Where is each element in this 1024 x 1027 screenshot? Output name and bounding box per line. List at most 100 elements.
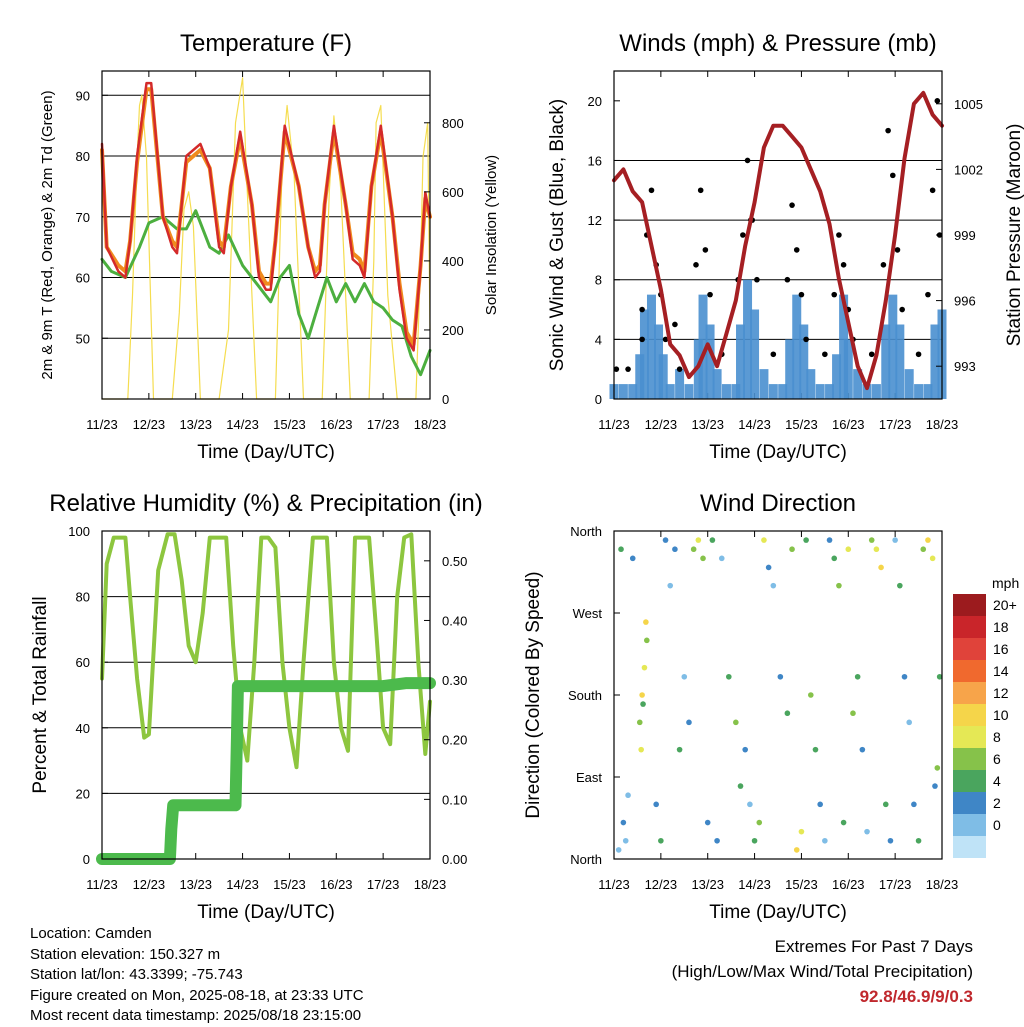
direction-point	[836, 582, 842, 589]
direction-point	[681, 673, 688, 680]
gust-point	[822, 351, 828, 358]
plot-frame	[613, 530, 943, 860]
gust-point	[929, 187, 936, 194]
gust-point	[880, 262, 887, 268]
legend-swatch	[953, 748, 986, 770]
x-tick-label: 16/23	[320, 877, 353, 892]
direction-point	[714, 837, 720, 844]
station-info: Location: Camden Station elevation: 150.…	[30, 924, 364, 1027]
legend-swatch	[953, 616, 986, 638]
x-tick-label: 11/23	[598, 417, 630, 432]
direction-point	[864, 828, 870, 835]
direction-point	[798, 828, 805, 835]
direction-point	[808, 692, 814, 698]
y-tick-label: South	[568, 688, 602, 703]
gust-point	[840, 262, 847, 268]
chart-title: Relative Humidity (%) & Precipitation (i…	[49, 490, 482, 517]
gust-point	[676, 366, 683, 372]
direction-point	[718, 555, 725, 562]
wind-direction-panel: 11/23 12/23 13/23 14/23 15/23 16/23 17/23 18/23…	[523, 490, 958, 923]
x-tick-label: 14/23	[226, 877, 259, 892]
gust-point	[915, 351, 922, 358]
y-tick-label: 80	[76, 149, 90, 164]
direction-point	[826, 537, 833, 543]
direction-point	[644, 637, 650, 644]
x-tick-label: 16/23	[832, 877, 865, 892]
direction-point	[747, 801, 753, 808]
x-tick-label: 18/23	[414, 877, 447, 892]
legend-label: 18	[993, 619, 1009, 635]
gust-point	[648, 187, 655, 194]
y-tick-label: 40	[76, 721, 90, 736]
gust-point	[740, 232, 746, 238]
y2-tick-label: 800	[442, 116, 464, 131]
x-tick-label: 13/23	[179, 877, 212, 892]
y2-tick-label: 0.00	[442, 852, 467, 867]
x-tick-label: 12/23	[645, 877, 678, 892]
gust-point	[798, 291, 805, 298]
x-tick-label: 17/23	[367, 877, 400, 892]
legend-swatch	[953, 594, 986, 616]
x-tick-label: 14/23	[738, 877, 771, 892]
legend-swatch	[953, 726, 986, 748]
latlon-text: Station lat/lon: 43.3399; -75.743	[30, 966, 243, 983]
direction-point	[737, 783, 744, 789]
y2-tick-label: 993	[954, 359, 976, 374]
extremes-box: Extremes For Past 7 Days (High/Low/Max W…	[672, 934, 973, 1009]
direction-point	[925, 537, 931, 543]
gust-point	[639, 306, 645, 313]
direction-point	[906, 719, 912, 726]
direction-point	[622, 837, 629, 844]
direction-point	[686, 719, 692, 726]
direction-point	[840, 819, 847, 826]
gust-point	[754, 276, 760, 283]
direction-point	[878, 564, 884, 571]
x-tick-label: 12/23	[133, 877, 166, 892]
direction-point	[629, 555, 636, 562]
legend-swatch	[953, 638, 986, 660]
legend-title: mph	[992, 575, 1019, 591]
y2-tick-label: 0.40	[442, 613, 467, 628]
y2-tick-label: 600	[442, 185, 464, 200]
y2-tick-label: 996	[954, 294, 976, 309]
legend-label: 6	[993, 751, 1001, 767]
gust-point	[890, 172, 896, 179]
x-axis-label: Time (Day/UTC)	[197, 442, 335, 463]
direction-point	[812, 746, 819, 753]
temperature-panel: 11/23 12/23 13/23 14/23 15/23 16/23 17/23 18/23…	[39, 30, 500, 463]
gust-point	[744, 157, 751, 164]
chart-title: Wind Direction	[700, 490, 856, 517]
y-tick-label: 100	[68, 524, 90, 539]
gust-point	[894, 247, 901, 253]
y2-tick-label: 400	[442, 254, 464, 269]
legend-label: 12	[993, 685, 1009, 701]
dewpoint-line	[100, 209, 432, 377]
direction-point	[915, 837, 922, 844]
wind-speed-legend: mph 20+ 18 16 14 12 10 8 6 4 2 0	[953, 575, 1019, 858]
plot-frame	[613, 70, 943, 400]
y2-tick-label: 1002	[954, 162, 983, 177]
gust-point	[784, 276, 791, 283]
direction-point	[618, 546, 624, 553]
direction-point	[742, 746, 748, 753]
gust-point	[662, 336, 669, 343]
y-tick-label: 20	[76, 786, 90, 801]
direction-point	[662, 537, 669, 543]
y2-tick-label: 0	[442, 392, 449, 407]
extremes-title: Extremes For Past 7 Days	[774, 937, 973, 956]
legend-swatch	[953, 836, 986, 858]
direction-point	[726, 673, 732, 680]
direction-point	[770, 582, 777, 589]
direction-point	[793, 847, 800, 853]
x-tick-label: 17/23	[367, 417, 400, 432]
legend-label: 20+	[993, 597, 1017, 613]
created-text: Figure created on Mon, 2025-08-18, at 23…	[30, 986, 364, 1004]
x-tick-label: 11/23	[598, 877, 630, 892]
winds-pressure-panel: 11/23 12/23 13/23 14/23 15/23 16/23 17/23 18/23…	[547, 30, 1024, 463]
x-tick-label: 18/23	[926, 877, 959, 892]
x-tick-label: 13/23	[691, 877, 724, 892]
chart-title: Temperature (F)	[180, 30, 352, 57]
location-text: Location: Camden	[30, 925, 152, 942]
direction-point	[636, 719, 643, 726]
